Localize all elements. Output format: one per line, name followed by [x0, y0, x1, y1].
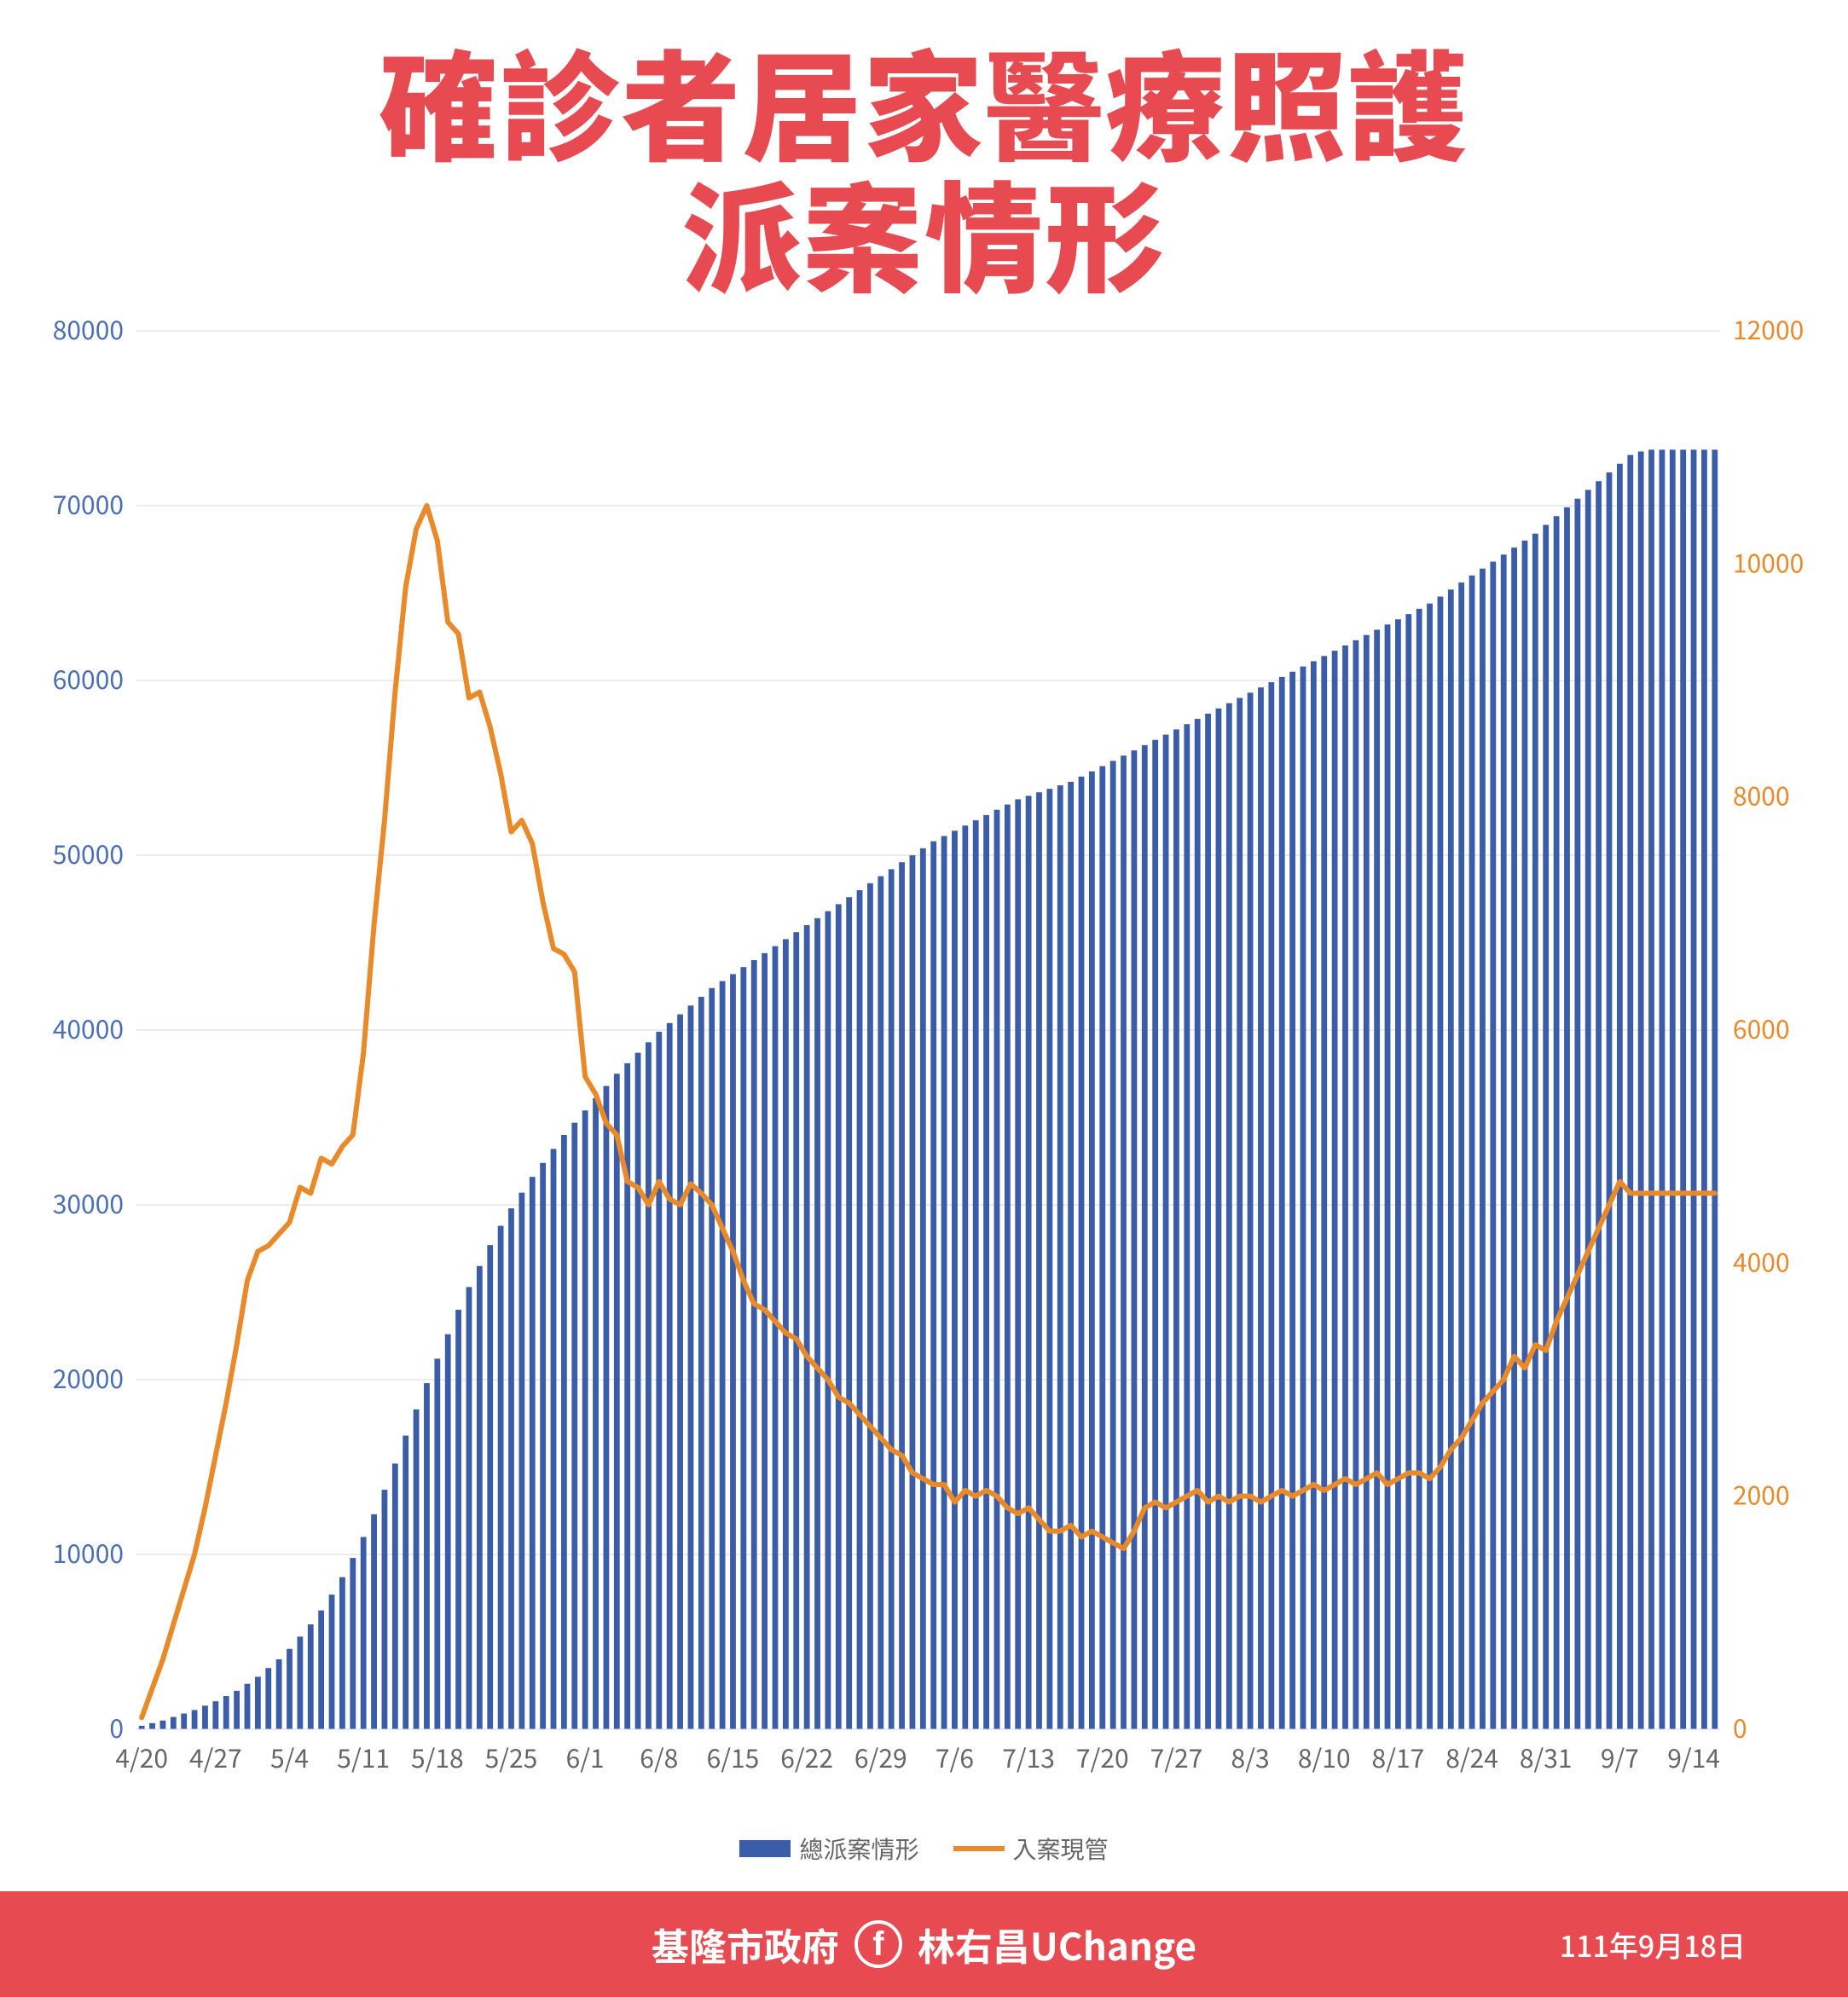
svg-text:5/18: 5/18 — [411, 1738, 464, 1775]
legend-bar-swatch — [739, 1840, 791, 1857]
footer-center: 基隆市政府 f 林右昌UChange — [652, 1917, 1196, 1971]
legend-label-bars: 總派案情形 — [799, 1832, 918, 1866]
svg-text:8/17: 8/17 — [1372, 1738, 1425, 1775]
svg-text:9/7: 9/7 — [1601, 1738, 1639, 1775]
svg-text:7/13: 7/13 — [1002, 1738, 1055, 1775]
svg-text:0: 0 — [1733, 1708, 1747, 1745]
svg-text:8/24: 8/24 — [1445, 1738, 1498, 1775]
legend-line-swatch — [953, 1846, 1005, 1851]
svg-text:6000: 6000 — [1733, 1009, 1790, 1046]
svg-text:6/15: 6/15 — [707, 1738, 760, 1775]
footer-gov-label: 基隆市政府 — [652, 1917, 839, 1971]
page-title: 確診者居家醫療照護 派案情形 — [34, 34, 1814, 297]
svg-text:10000: 10000 — [53, 1533, 124, 1571]
svg-text:6/22: 6/22 — [780, 1738, 833, 1775]
svg-text:70000: 70000 — [53, 484, 124, 522]
legend-label-line: 入案現管 — [1013, 1832, 1109, 1866]
svg-text:50000: 50000 — [53, 834, 124, 871]
svg-text:5/11: 5/11 — [337, 1738, 390, 1775]
svg-text:2000: 2000 — [1733, 1475, 1790, 1513]
infographic-container: 確診者居家醫療照護 派案情形 0 10000 20000 30000 40000 5000… — [0, 0, 1848, 1891]
legend-item-bars: 總派案情形 — [739, 1832, 918, 1866]
chart-area: 0 10000 20000 30000 40000 50000 60000 70000 8000… — [34, 314, 1814, 1815]
svg-text:8/31: 8/31 — [1520, 1738, 1573, 1775]
svg-text:8/3: 8/3 — [1231, 1738, 1270, 1775]
svg-text:6/8: 6/8 — [640, 1738, 678, 1775]
svg-text:7/27: 7/27 — [1150, 1738, 1203, 1775]
title-line-2: 派案情形 — [681, 145, 1166, 317]
svg-text:10000: 10000 — [1733, 542, 1804, 580]
svg-text:20000: 20000 — [53, 1358, 124, 1396]
svg-text:4/20: 4/20 — [115, 1738, 168, 1775]
svg-text:8000: 8000 — [1733, 776, 1790, 813]
svg-text:4/27: 4/27 — [189, 1738, 242, 1775]
svg-text:6/1: 6/1 — [566, 1738, 605, 1775]
facebook-icon: f — [854, 1920, 902, 1968]
svg-text:4000: 4000 — [1733, 1242, 1790, 1279]
svg-text:5/4: 5/4 — [270, 1738, 309, 1775]
footer-bar: 基隆市政府 f 林右昌UChange 111年9月18日 — [0, 1891, 1848, 1997]
footer-person-label: 林右昌UChange — [918, 1917, 1196, 1971]
svg-text:40000: 40000 — [53, 1009, 124, 1046]
svg-text:8/10: 8/10 — [1298, 1738, 1351, 1775]
svg-text:80000: 80000 — [53, 314, 124, 347]
legend-item-line: 入案現管 — [953, 1832, 1109, 1866]
svg-text:12000: 12000 — [1733, 314, 1804, 347]
svg-text:9/14: 9/14 — [1667, 1738, 1720, 1775]
svg-text:6/29: 6/29 — [854, 1738, 907, 1775]
svg-text:7/6: 7/6 — [936, 1738, 974, 1775]
combo-chart: 0 10000 20000 30000 40000 50000 60000 70000 8000… — [34, 314, 1814, 1815]
svg-text:7/20: 7/20 — [1076, 1738, 1129, 1775]
footer-date: 111年9月18日 — [1560, 1924, 1746, 1965]
chart-legend: 總派案情形 入案現管 — [34, 1815, 1814, 1891]
svg-text:30000: 30000 — [53, 1184, 124, 1221]
svg-text:5/25: 5/25 — [485, 1738, 538, 1775]
svg-text:60000: 60000 — [53, 659, 124, 697]
